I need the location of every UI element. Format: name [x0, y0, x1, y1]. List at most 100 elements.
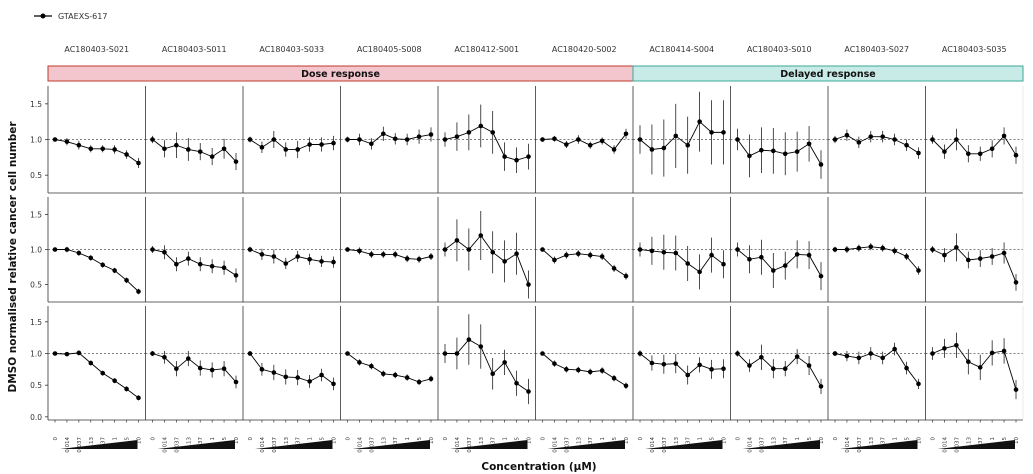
x-tick-label: 0.037 [369, 437, 375, 453]
x-tick-label: 1 [210, 437, 216, 441]
data-point [673, 361, 679, 366]
data-point [856, 140, 862, 145]
x-tick-label: 1 [405, 437, 411, 441]
data-point [599, 138, 605, 144]
data-point [502, 154, 507, 159]
data-point [989, 146, 995, 152]
data-point [392, 252, 398, 257]
data-point [782, 263, 788, 268]
data-point [209, 154, 215, 159]
dose-wedge-icon [547, 440, 625, 449]
series-line [347, 353, 432, 383]
data-point [587, 252, 593, 258]
panel-r1-c7 [632, 86, 731, 194]
x-tick-label: 0.13 [186, 437, 192, 450]
panel-r3-c2: 0 0.014 0.037 0.13 0.37 1 3.5 10 [145, 306, 243, 453]
panel-r1-c9 [827, 86, 926, 194]
x-tick-label: 3.5 [515, 437, 521, 446]
column-label-ac180420-s002: AC180420-S002 [552, 45, 617, 54]
data-point [661, 361, 667, 367]
series-line [542, 133, 627, 151]
x-tick-label: 0.37 [881, 437, 887, 450]
panel-r1-c3 [242, 86, 341, 194]
data-point [490, 130, 496, 135]
data-point [880, 245, 886, 251]
data-point [759, 254, 764, 260]
x-tick-label: 10 [137, 437, 143, 444]
data-point [552, 257, 557, 263]
data-point [575, 137, 581, 142]
group-label-1: Delayed response [780, 69, 875, 80]
data-point [52, 351, 58, 356]
data-point [392, 372, 398, 378]
data-point [221, 265, 227, 271]
x-tick-label: 10 [332, 437, 338, 444]
panel-r3-c5: 0 0.014 0.037 0.13 0.37 1 3.5 10 [437, 306, 536, 453]
data-point [916, 150, 921, 156]
data-point [770, 366, 776, 372]
data-point [271, 370, 277, 375]
y-tick-label: 0.0 [30, 413, 42, 422]
data-point [709, 252, 714, 258]
column-label-ac180414-s004: AC180414-S004 [649, 45, 714, 54]
x-tick-label: 0 [931, 437, 937, 441]
panel-r3-c1: 0 0.014 0.037 0.13 0.37 1 3.5 10 [47, 306, 146, 453]
data-point [856, 245, 862, 251]
data-point [623, 273, 629, 279]
x-tick-label: 0.014 [65, 437, 71, 453]
data-point [52, 247, 58, 252]
column-label-ac180403-s027: AC180403-S027 [844, 45, 909, 54]
data-point [416, 257, 422, 262]
series-line [639, 120, 724, 150]
panel-r3-c4: 0 0.014 0.037 0.13 0.37 1 3.5 10 [340, 306, 438, 453]
data-point [1013, 152, 1019, 158]
data-point [685, 372, 691, 378]
data-point [357, 137, 362, 142]
data-point [709, 367, 714, 372]
data-point [259, 145, 265, 150]
data-point [818, 162, 824, 167]
panel-r1-c2 [145, 86, 243, 194]
x-tick-label: 0 [736, 437, 742, 441]
data-point [942, 252, 947, 258]
data-point [150, 351, 155, 356]
x-tick-label: 0.13 [869, 437, 875, 450]
x-tick-label: 0.13 [771, 437, 777, 450]
x-tick-label: 0.37 [393, 437, 399, 450]
data-point [197, 149, 203, 154]
x-tick-label: 0.014 [650, 437, 656, 453]
x-tick-label: 0.13 [674, 437, 680, 450]
x-tick-label: 0.014 [162, 437, 168, 453]
data-point [209, 264, 215, 269]
data-point [587, 369, 593, 375]
data-point [100, 262, 106, 268]
data-point [124, 278, 129, 283]
x-tick-label: 3.5 [417, 437, 423, 446]
legend-label: GTAEXS-617 [58, 12, 107, 21]
data-point [271, 254, 277, 259]
data-point [526, 282, 531, 287]
data-point [747, 363, 752, 368]
x-tick-label: 0 [443, 437, 449, 441]
data-point [977, 365, 983, 370]
x-tick-label: 0.13 [284, 437, 290, 450]
data-point [64, 351, 70, 357]
x-tick-label: 3.5 [807, 437, 813, 446]
data-point [868, 134, 874, 139]
data-point [806, 363, 812, 368]
data-point [52, 137, 58, 142]
y-tick-label: 0.5 [30, 281, 42, 290]
data-point [197, 365, 203, 371]
data-point [526, 154, 531, 159]
data-point [575, 367, 581, 373]
panel-r1-c10 [925, 86, 1023, 194]
data-point [587, 142, 593, 148]
data-point [209, 367, 215, 373]
data-point [331, 381, 336, 387]
data-point [380, 371, 386, 377]
data-point [150, 137, 155, 142]
data-point [735, 247, 740, 252]
data-point [307, 257, 312, 262]
data-point [162, 146, 167, 152]
data-point [76, 350, 82, 356]
